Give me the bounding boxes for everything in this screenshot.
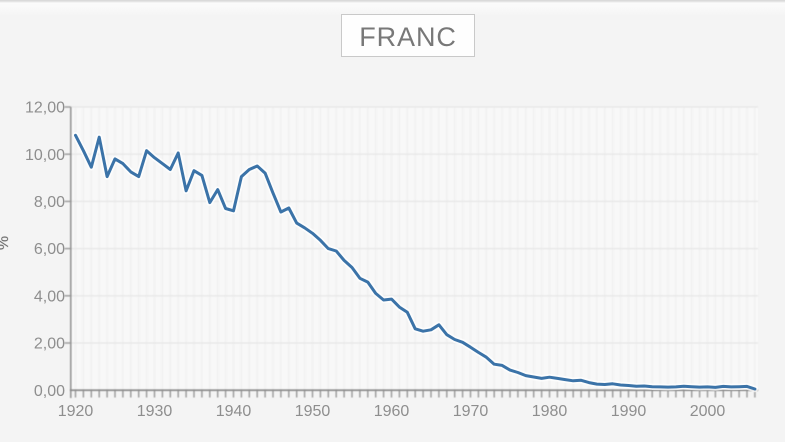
svg-text:1980: 1980 (532, 403, 568, 420)
svg-text:0,00: 0,00 (34, 383, 65, 400)
svg-text:4,00: 4,00 (34, 288, 65, 305)
svg-text:1930: 1930 (137, 403, 173, 420)
svg-text:2000: 2000 (690, 403, 726, 420)
svg-text:1960: 1960 (374, 403, 410, 420)
svg-text:8,00: 8,00 (34, 194, 65, 211)
svg-text:12,00: 12,00 (25, 100, 65, 117)
svg-text:1990: 1990 (611, 403, 647, 420)
svg-text:1970: 1970 (453, 403, 489, 420)
svg-text:1920: 1920 (58, 403, 94, 420)
svg-text:6,00: 6,00 (34, 241, 65, 258)
svg-text:1940: 1940 (216, 403, 252, 420)
svg-text:10,00: 10,00 (25, 147, 65, 164)
svg-text:1950: 1950 (295, 403, 331, 420)
svg-text:2,00: 2,00 (34, 336, 65, 353)
